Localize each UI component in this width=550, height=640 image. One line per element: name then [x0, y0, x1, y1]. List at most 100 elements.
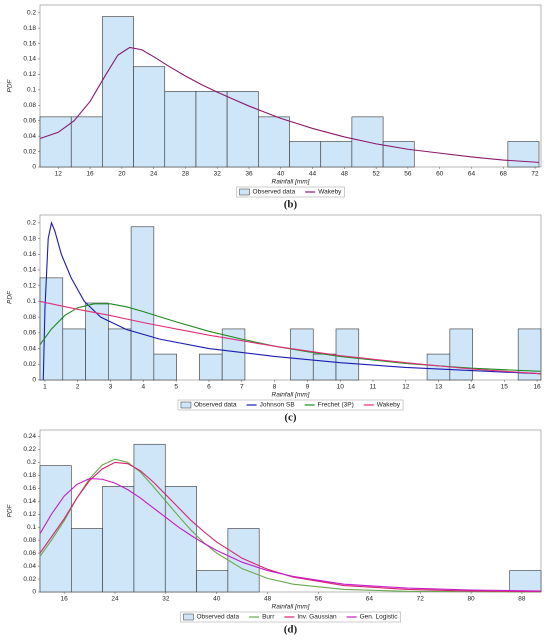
x-tick-label: 9	[306, 384, 310, 391]
y-tick-label: 0.02	[23, 361, 36, 368]
histogram-bar	[199, 353, 223, 381]
x-tick-label: 14	[468, 384, 476, 391]
y-tick-label: 0.16	[23, 40, 36, 47]
histogram-bar	[130, 226, 155, 381]
y-tick-label: 0.06	[23, 550, 36, 557]
panel-caption: (d)	[284, 624, 298, 636]
x-axis-label: Rainfall [mm]	[272, 392, 310, 399]
x-tick-label: 56	[315, 596, 323, 603]
chart: 0 0.02 0.04 0.06 0.08 0.1 0.12 0.14 0.16 0.18 0.2 1…	[7, 4, 542, 211]
x-tick-label: 32	[214, 171, 222, 178]
y-tick-label: 0.24	[23, 433, 36, 440]
x-tick-label: 12	[55, 171, 63, 178]
histogram-bar	[507, 141, 540, 168]
pdf-curve	[39, 46, 540, 163]
histogram-bar	[226, 91, 259, 168]
y-tick-label: 0.02	[23, 576, 36, 583]
legend-box	[236, 186, 345, 198]
x-tick-label: 1	[43, 384, 47, 391]
x-tick-label: 8	[273, 384, 277, 391]
histogram-bar	[39, 465, 72, 593]
x-tick-label: 4	[142, 384, 146, 391]
x-tick-label: 13	[435, 384, 443, 391]
y-tick-label: 0.18	[23, 25, 36, 32]
y-axis-label: PDF	[7, 78, 14, 92]
y-tick-label: 0.14	[23, 498, 36, 505]
y-tick-label: 0.18	[23, 235, 36, 242]
x-tick-label: 3	[109, 384, 113, 391]
x-tick-label: 7	[240, 384, 244, 391]
legend-swatch	[180, 401, 192, 409]
y-tick-label: 0.12	[23, 282, 36, 289]
x-tick-label: 2	[76, 384, 80, 391]
x-tick-label: 20	[118, 171, 126, 178]
legend-label: Burr	[262, 614, 275, 621]
legend-label: Johnson SB	[260, 402, 295, 409]
y-tick-label: 0	[32, 164, 36, 171]
x-tick-label: 88	[518, 596, 526, 603]
x-tick-label: 64	[468, 171, 476, 178]
y-axis-label: PDF	[7, 290, 14, 304]
pdf-curve	[39, 478, 542, 592]
histogram-bar	[289, 141, 322, 168]
x-tick-label: 68	[500, 171, 508, 178]
x-tick-label: 48	[264, 596, 272, 603]
histogram-bar	[133, 66, 166, 168]
x-tick-label: 10	[337, 384, 345, 391]
legend-label: Inv. Gaussian	[297, 614, 337, 621]
y-tick-label: 0.22	[23, 446, 36, 453]
x-tick-label: 60	[436, 171, 444, 178]
histogram-bar	[196, 570, 229, 593]
y-tick-label: 0	[32, 377, 36, 384]
x-tick-label: 32	[162, 596, 170, 603]
pdf-curve	[42, 221, 541, 381]
x-tick-label: 40	[277, 171, 285, 178]
x-tick-label: 24	[111, 596, 119, 603]
y-tick-label: 0.06	[23, 117, 36, 124]
y-tick-label: 0.18	[23, 472, 36, 479]
histogram-bar	[39, 116, 72, 168]
histogram-bar	[258, 116, 290, 168]
y-tick-label: 0.04	[23, 563, 36, 570]
histogram-bar	[70, 116, 103, 168]
x-tick-label: 40	[213, 596, 221, 603]
y-tick-label: 0.16	[23, 251, 36, 258]
x-tick-label: 56	[404, 171, 412, 178]
legend-label: Gen. Logistic	[360, 614, 399, 621]
panel-caption: (b)	[284, 199, 298, 211]
y-tick-label: 0.04	[23, 345, 36, 352]
y-tick-label: 0.12	[23, 71, 36, 78]
legend: Observed data Wakeby	[236, 186, 345, 198]
histogram-bar	[133, 443, 166, 593]
x-tick-label: 64	[366, 596, 374, 603]
x-tick-label: 16	[86, 171, 94, 178]
histogram-bar	[312, 353, 337, 381]
legend-swatch	[183, 613, 194, 621]
histogram-bar	[335, 328, 360, 381]
y-axis-label: PDF	[7, 503, 14, 517]
panel-caption: (c)	[284, 412, 297, 424]
y-tick-label: 0.08	[23, 314, 36, 321]
x-tick-label: 72	[417, 596, 425, 603]
legend-label: Observed data	[253, 189, 296, 196]
y-tick-label: 0.06	[23, 330, 36, 337]
histogram-bar	[517, 328, 542, 381]
x-tick-label: 44	[309, 171, 317, 178]
x-axis-label: Rainfall [mm]	[272, 179, 310, 186]
x-tick-label: 16	[533, 384, 541, 391]
y-tick-label: 0	[32, 589, 36, 596]
y-tick-label: 0.08	[23, 102, 36, 109]
x-tick-label: 28	[182, 171, 190, 178]
histogram-bar	[164, 91, 197, 168]
x-tick-label: 52	[373, 171, 381, 178]
y-tick-label: 0.14	[23, 267, 36, 274]
y-tick-label: 0.16	[23, 485, 36, 492]
x-tick-label: 15	[501, 384, 509, 391]
pdf-curve	[39, 461, 542, 593]
histogram-bar	[102, 486, 135, 593]
legend-label: Wakeby	[377, 402, 401, 409]
x-tick-label: 11	[370, 384, 377, 391]
x-axis-label: Rainfall [mm]	[272, 604, 310, 611]
histogram-bar	[62, 328, 86, 381]
